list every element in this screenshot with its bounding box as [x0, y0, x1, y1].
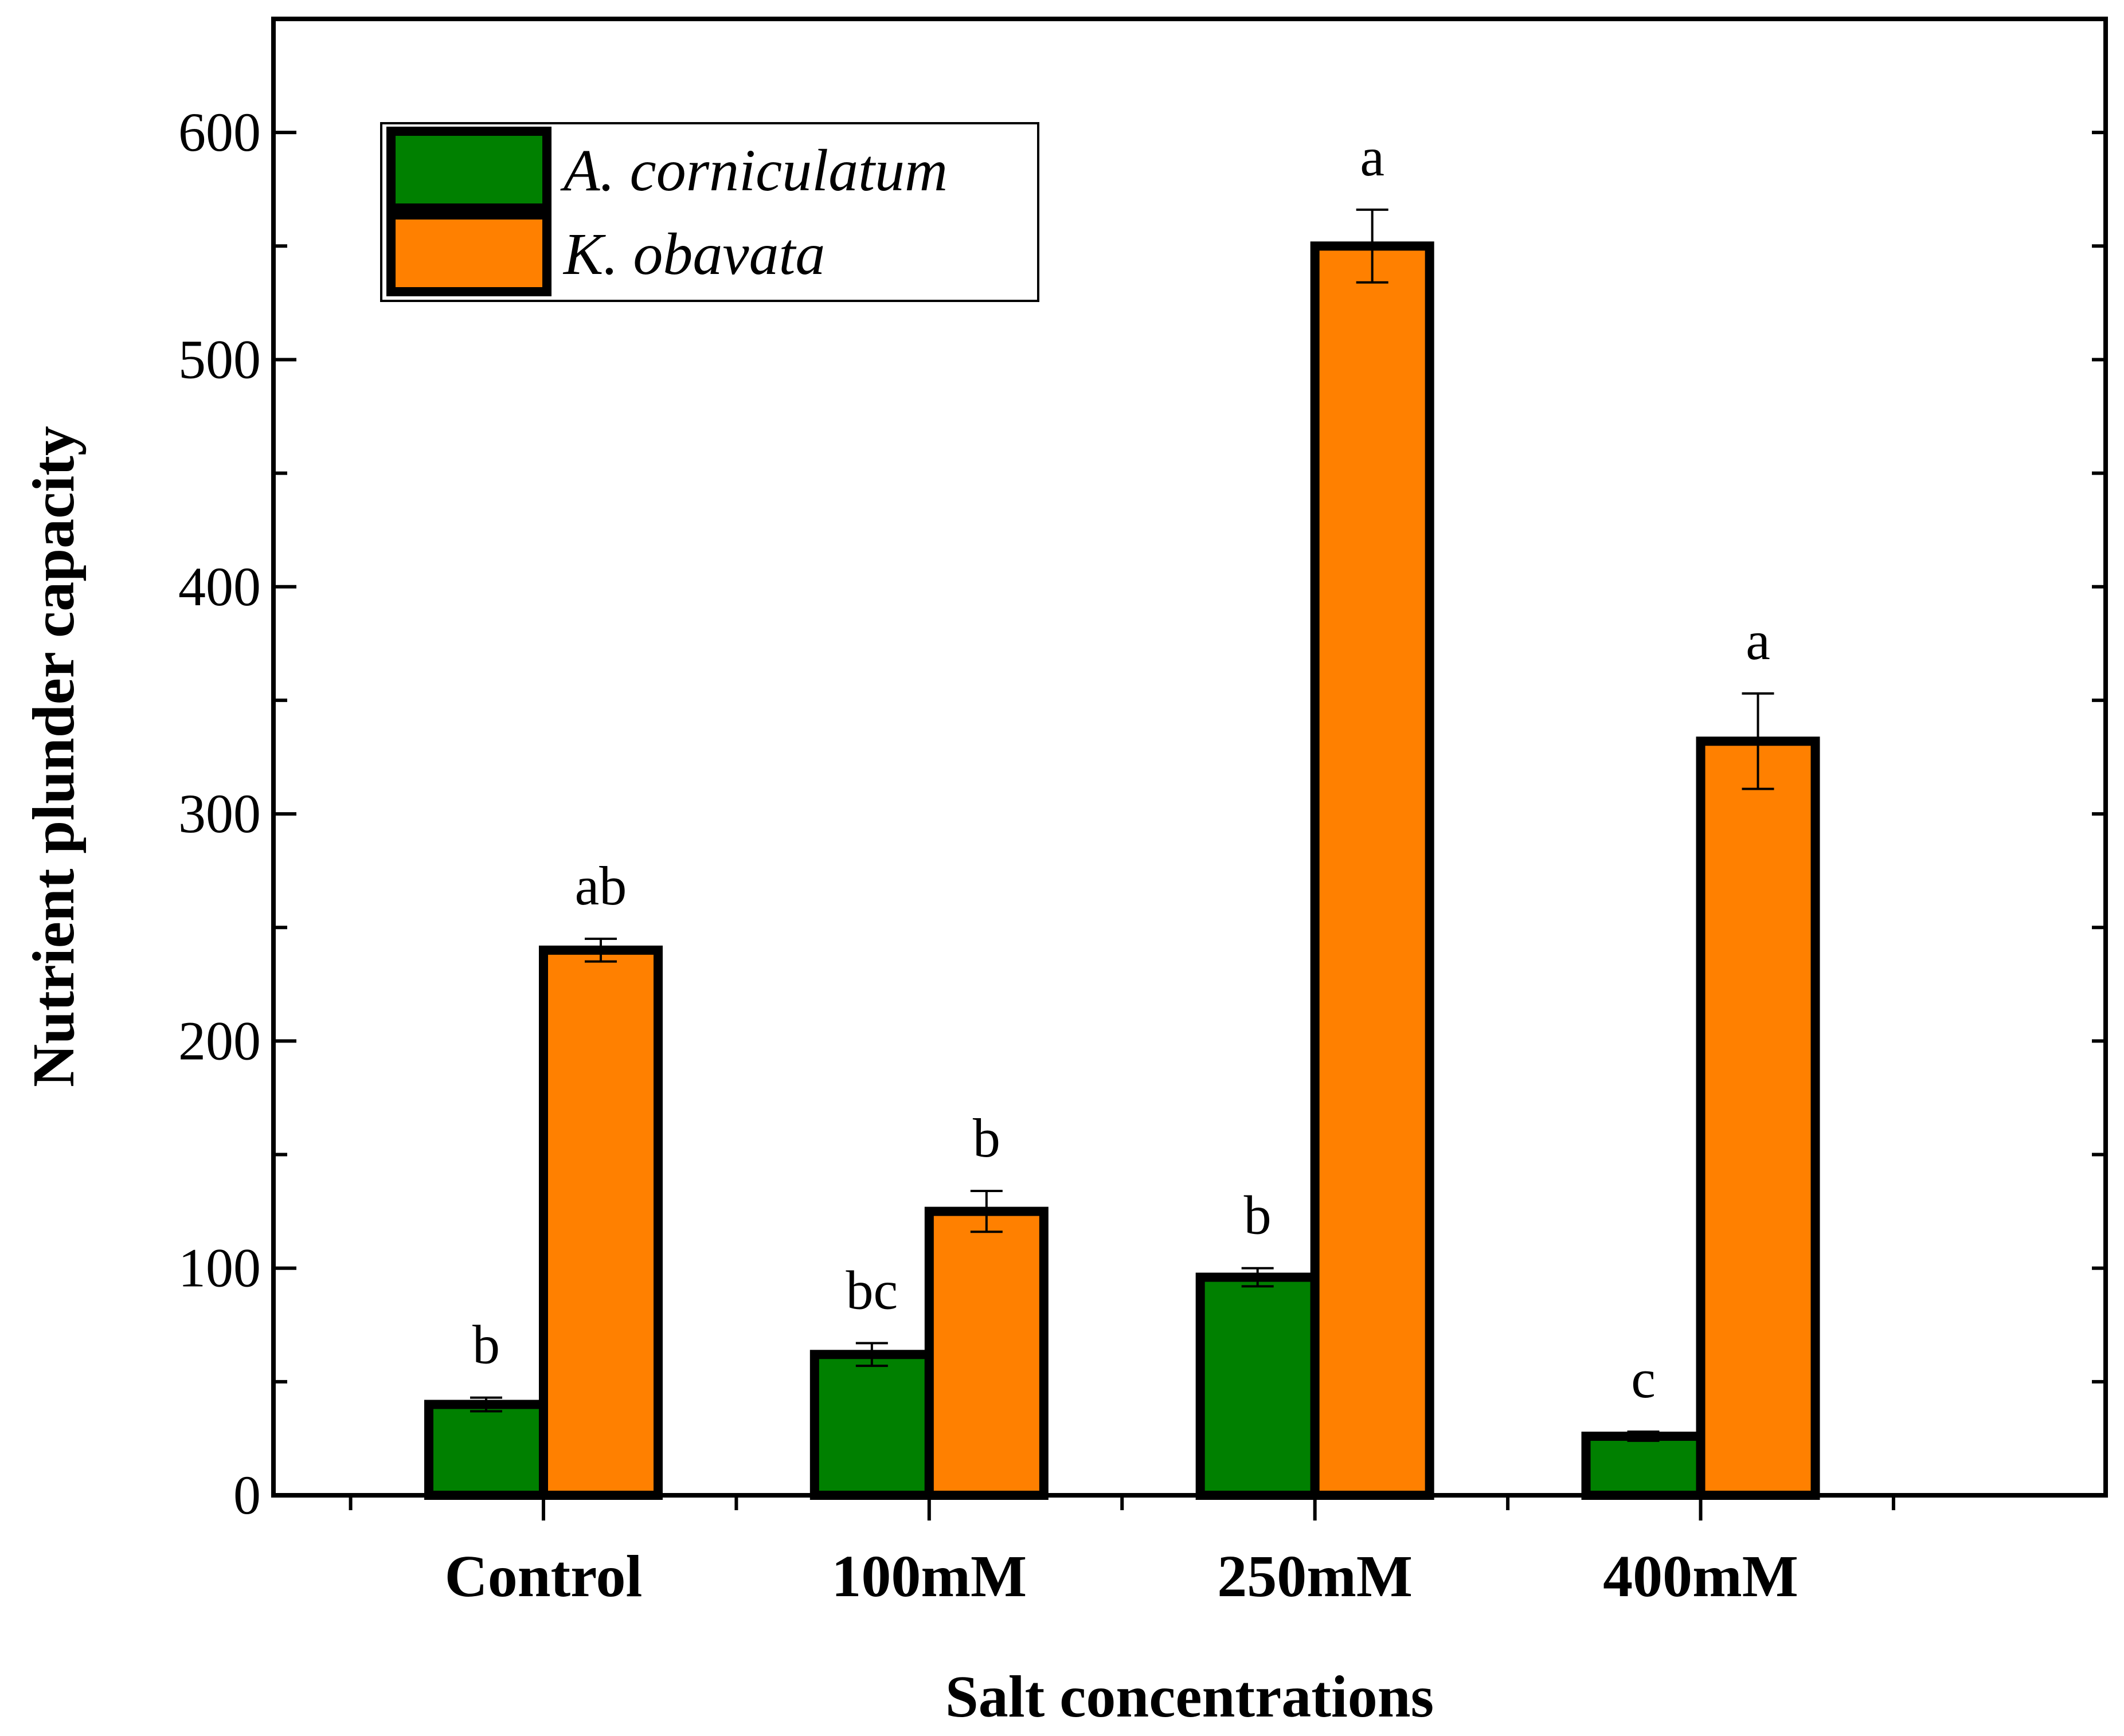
x-axis: Control 100mM 250mM 400mM: [349, 1495, 1895, 1609]
bar: [538, 945, 663, 1500]
x-axis-title: Salt concentrations: [945, 1664, 1434, 1730]
significance-label: c: [1631, 1348, 1656, 1409]
y-tick-label: 600: [178, 101, 261, 163]
significance-label: b: [973, 1107, 1000, 1169]
y-axis-title: Nutrient plunder capacity: [21, 426, 87, 1087]
significance-label: ab: [575, 855, 627, 916]
legend-swatch-a-corniculatum: [386, 127, 551, 213]
x-tick-label: 400mM: [1603, 1543, 1798, 1609]
bar: [809, 1350, 934, 1500]
significance-label: b: [1244, 1185, 1272, 1246]
error-bars-layer: [470, 208, 1774, 1442]
y-tick-label: 400: [178, 556, 261, 617]
bar: [1581, 1431, 1706, 1500]
legend-swatch-k-obavata: [386, 210, 551, 296]
significance-label: bc: [846, 1259, 898, 1320]
bar: [1195, 1272, 1320, 1500]
legend: A. corniculatum K. obavata: [380, 122, 1039, 302]
y-tick-label: 300: [178, 783, 261, 844]
x-tick-label: Control: [445, 1543, 643, 1609]
y-tick-label: 200: [178, 1010, 261, 1071]
bar: [424, 1400, 548, 1500]
x-tick-label: 100mM: [831, 1543, 1027, 1609]
bar: [1696, 736, 1820, 1500]
y-axis: 0 100 200 300 400 500 600: [178, 17, 2106, 1526]
plot-frame: [271, 17, 2108, 1498]
legend-label-a-corniculatum: A. corniculatum: [560, 138, 948, 203]
legend-label-k-obavata: K. obavata: [562, 221, 825, 287]
significance-label: b: [472, 1314, 500, 1376]
y-tick-label: 500: [178, 328, 261, 390]
y-tick-label: 0: [233, 1464, 261, 1526]
significance-label: a: [1746, 610, 1770, 671]
y-tick-label: 100: [178, 1237, 261, 1299]
bar: [1310, 241, 1434, 1500]
x-tick-label: 250mM: [1217, 1543, 1413, 1609]
bars-layer: [424, 241, 1820, 1500]
bar: [924, 1206, 1049, 1500]
significance-label: a: [1360, 126, 1384, 187]
